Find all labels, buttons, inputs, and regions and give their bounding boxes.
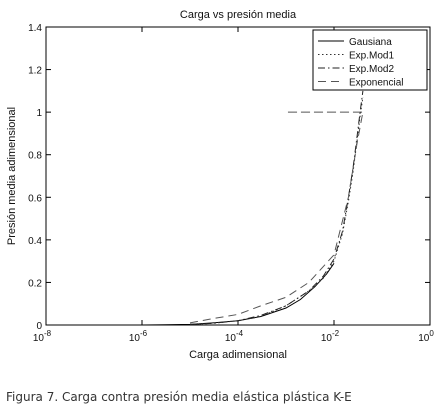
y-tick-label: 1 (36, 108, 42, 119)
legend-label: Exp.Mod1 (349, 51, 394, 62)
legend-label: Exponencial (349, 78, 403, 89)
y-axis-label: Presión media adimensional (6, 107, 18, 245)
legend-label: Exp.Mod2 (349, 64, 394, 75)
series-lines (46, 90, 364, 326)
series-line-exponencial (189, 111, 364, 324)
legend-box (312, 29, 428, 91)
legend-label: Gausiana (349, 37, 392, 48)
chart-title: Carga vs presión media (180, 9, 297, 21)
x-tick-label: 10-2 (321, 329, 340, 344)
x-tick-label: 100 (418, 329, 434, 344)
x-tick-label: 10-4 (225, 329, 244, 344)
x-tick-label: 10-6 (129, 329, 148, 344)
y-tick-label: 0.4 (28, 236, 42, 247)
figure-caption: Figura 7. Carga contra presión media elá… (6, 390, 352, 404)
legend: Gausiana Exp.Mod1 Exp.Mod2 Exponencial (312, 29, 428, 91)
y-tick-label: 1.4 (28, 23, 42, 34)
series-line-exp-mod1 (189, 97, 364, 325)
y-tick-label: 0 (36, 321, 42, 332)
series-line-exp-mod2 (189, 90, 364, 325)
y-tick-label: 0.6 (28, 193, 42, 204)
y-tick-label: 1.2 (28, 66, 42, 77)
x-tick-label: 10-8 (33, 329, 52, 344)
x-axis-label: Carga adimensional (189, 349, 287, 361)
y-tick-label: 0.8 (28, 151, 42, 162)
y-axis-ticks: 0 0.2 0.4 0.6 0.8 1 1.2 1.4 (28, 23, 430, 332)
y-tick-label: 0.2 (28, 278, 42, 289)
